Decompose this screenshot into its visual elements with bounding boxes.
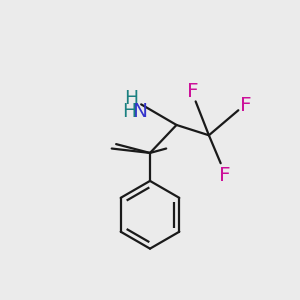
Text: F: F <box>240 96 251 115</box>
Text: H: H <box>124 89 138 108</box>
Text: H: H <box>122 102 136 121</box>
Text: F: F <box>219 166 231 184</box>
Text: F: F <box>187 82 199 101</box>
Text: N: N <box>133 102 148 121</box>
